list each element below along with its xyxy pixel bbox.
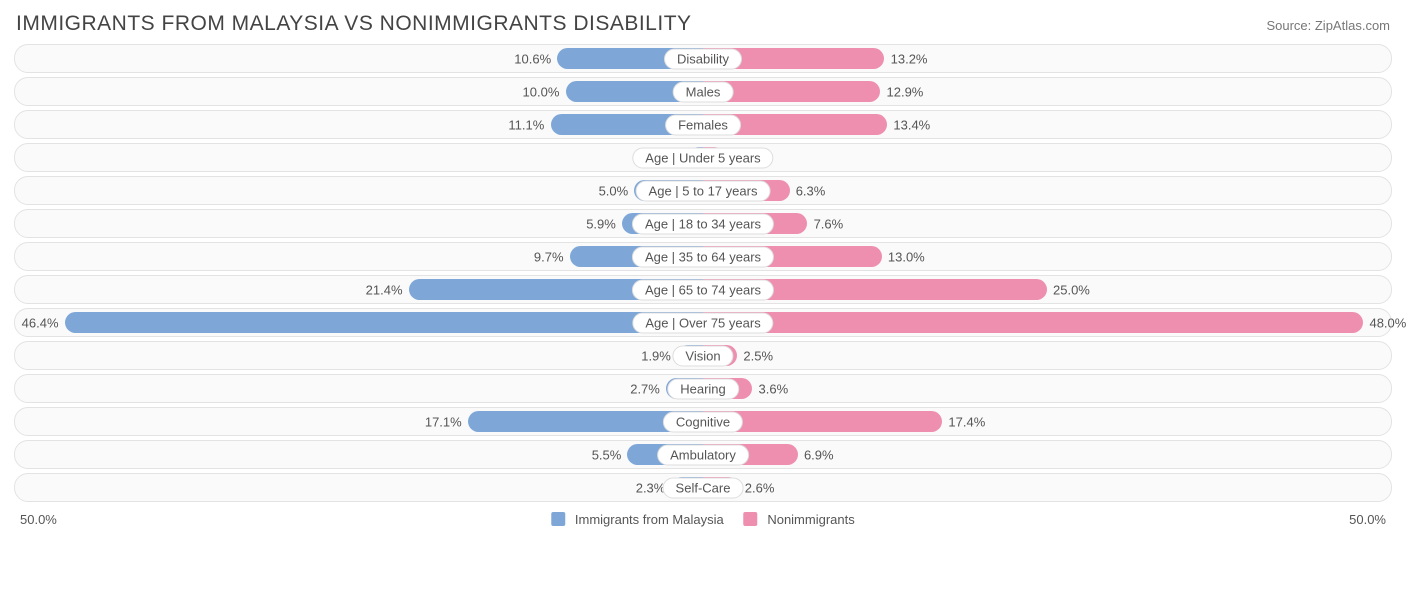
chart-header: IMMIGRANTS FROM MALAYSIA VS NONIMMIGRANT… bbox=[10, 10, 1396, 44]
value-right: 2.6% bbox=[745, 480, 775, 495]
chart-row: 5.5% 6.9% Ambulatory bbox=[14, 440, 1392, 469]
chart-row: 46.4%48.0%Age | Over 75 years bbox=[14, 308, 1392, 337]
category-label: Vision bbox=[672, 345, 733, 366]
chart-row: 10.6% 13.2% Disability bbox=[14, 44, 1392, 73]
chart-source: Source: ZipAtlas.com bbox=[1266, 18, 1390, 33]
legend-item-left: Immigrants from Malaysia bbox=[551, 512, 723, 527]
value-right: 6.9% bbox=[804, 447, 834, 462]
axis-left-label: 50.0% bbox=[20, 512, 57, 527]
value-left: 9.7% bbox=[534, 249, 564, 264]
category-label: Age | 18 to 34 years bbox=[632, 213, 774, 234]
legend: Immigrants from Malaysia Nonimmigrants bbox=[551, 512, 854, 527]
value-right: 3.6% bbox=[759, 381, 789, 396]
category-label: Age | 35 to 64 years bbox=[632, 246, 774, 267]
value-right: 48.0% bbox=[1369, 315, 1406, 330]
legend-swatch-right bbox=[744, 512, 758, 526]
chart-row: 1.1%1.6%Age | Under 5 years bbox=[14, 143, 1392, 172]
value-right: 12.9% bbox=[887, 84, 924, 99]
value-right: 17.4% bbox=[948, 414, 985, 429]
category-label: Age | Over 75 years bbox=[632, 312, 773, 333]
value-right: 13.2% bbox=[891, 51, 928, 66]
axis-right-label: 50.0% bbox=[1349, 512, 1386, 527]
chart-title: IMMIGRANTS FROM MALAYSIA VS NONIMMIGRANT… bbox=[16, 12, 692, 36]
legend-swatch-left bbox=[551, 512, 565, 526]
value-right: 7.6% bbox=[814, 216, 844, 231]
chart-row: 5.0% 6.3% Age | 5 to 17 years bbox=[14, 176, 1392, 205]
value-left: 46.4% bbox=[22, 315, 59, 330]
value-right: 13.4% bbox=[893, 117, 930, 132]
value-right: 13.0% bbox=[888, 249, 925, 264]
value-left: 10.6% bbox=[514, 51, 551, 66]
category-label: Ambulatory bbox=[657, 444, 749, 465]
legend-label-left: Immigrants from Malaysia bbox=[575, 512, 724, 527]
category-label: Hearing bbox=[667, 378, 739, 399]
category-label: Age | 65 to 74 years bbox=[632, 279, 774, 300]
value-left: 5.5% bbox=[592, 447, 622, 462]
chart-row: 9.7% 13.0% Age | 35 to 64 years bbox=[14, 242, 1392, 271]
category-label: Cognitive bbox=[663, 411, 743, 432]
bar-left bbox=[65, 312, 703, 333]
chart-row: 5.9% 7.6% Age | 18 to 34 years bbox=[14, 209, 1392, 238]
legend-label-right: Nonimmigrants bbox=[767, 512, 854, 527]
value-left: 2.7% bbox=[630, 381, 660, 396]
value-left: 21.4% bbox=[366, 282, 403, 297]
value-left: 17.1% bbox=[425, 414, 462, 429]
value-left: 2.3% bbox=[636, 480, 666, 495]
chart-row: 2.3% 2.6%Self-Care bbox=[14, 473, 1392, 502]
value-left: 5.9% bbox=[586, 216, 616, 231]
chart-row: 17.1% 17.4% Cognitive bbox=[14, 407, 1392, 436]
value-left: 11.1% bbox=[508, 117, 544, 132]
chart-row: 11.1% 13.4% Females bbox=[14, 110, 1392, 139]
legend-item-right: Nonimmigrants bbox=[744, 512, 855, 527]
chart-footer: 50.0% Immigrants from Malaysia Nonimmigr… bbox=[10, 506, 1396, 532]
value-right: 6.3% bbox=[796, 183, 826, 198]
chart-row: 10.0% 12.9% Males bbox=[14, 77, 1392, 106]
chart-container: IMMIGRANTS FROM MALAYSIA VS NONIMMIGRANT… bbox=[10, 10, 1396, 602]
category-label: Males bbox=[673, 81, 734, 102]
value-right: 2.5% bbox=[743, 348, 773, 363]
category-label: Self-Care bbox=[663, 477, 744, 498]
category-label: Age | 5 to 17 years bbox=[636, 180, 771, 201]
category-label: Disability bbox=[664, 48, 742, 69]
chart-rows: 10.6% 13.2% Disability 10.0% 12.9% Males 11.1%… bbox=[10, 44, 1396, 502]
chart-row: 2.7% 3.6% Hearing bbox=[14, 374, 1392, 403]
chart-row: 21.4% 25.0% Age | 65 to 74 years bbox=[14, 275, 1392, 304]
value-left: 5.0% bbox=[599, 183, 629, 198]
category-label: Females bbox=[665, 114, 741, 135]
category-label: Age | Under 5 years bbox=[632, 147, 773, 168]
bar-right bbox=[703, 312, 1363, 333]
value-left: 1.9% bbox=[641, 348, 671, 363]
chart-row: 1.9% 2.5% Vision bbox=[14, 341, 1392, 370]
value-left: 10.0% bbox=[523, 84, 560, 99]
value-right: 25.0% bbox=[1053, 282, 1090, 297]
